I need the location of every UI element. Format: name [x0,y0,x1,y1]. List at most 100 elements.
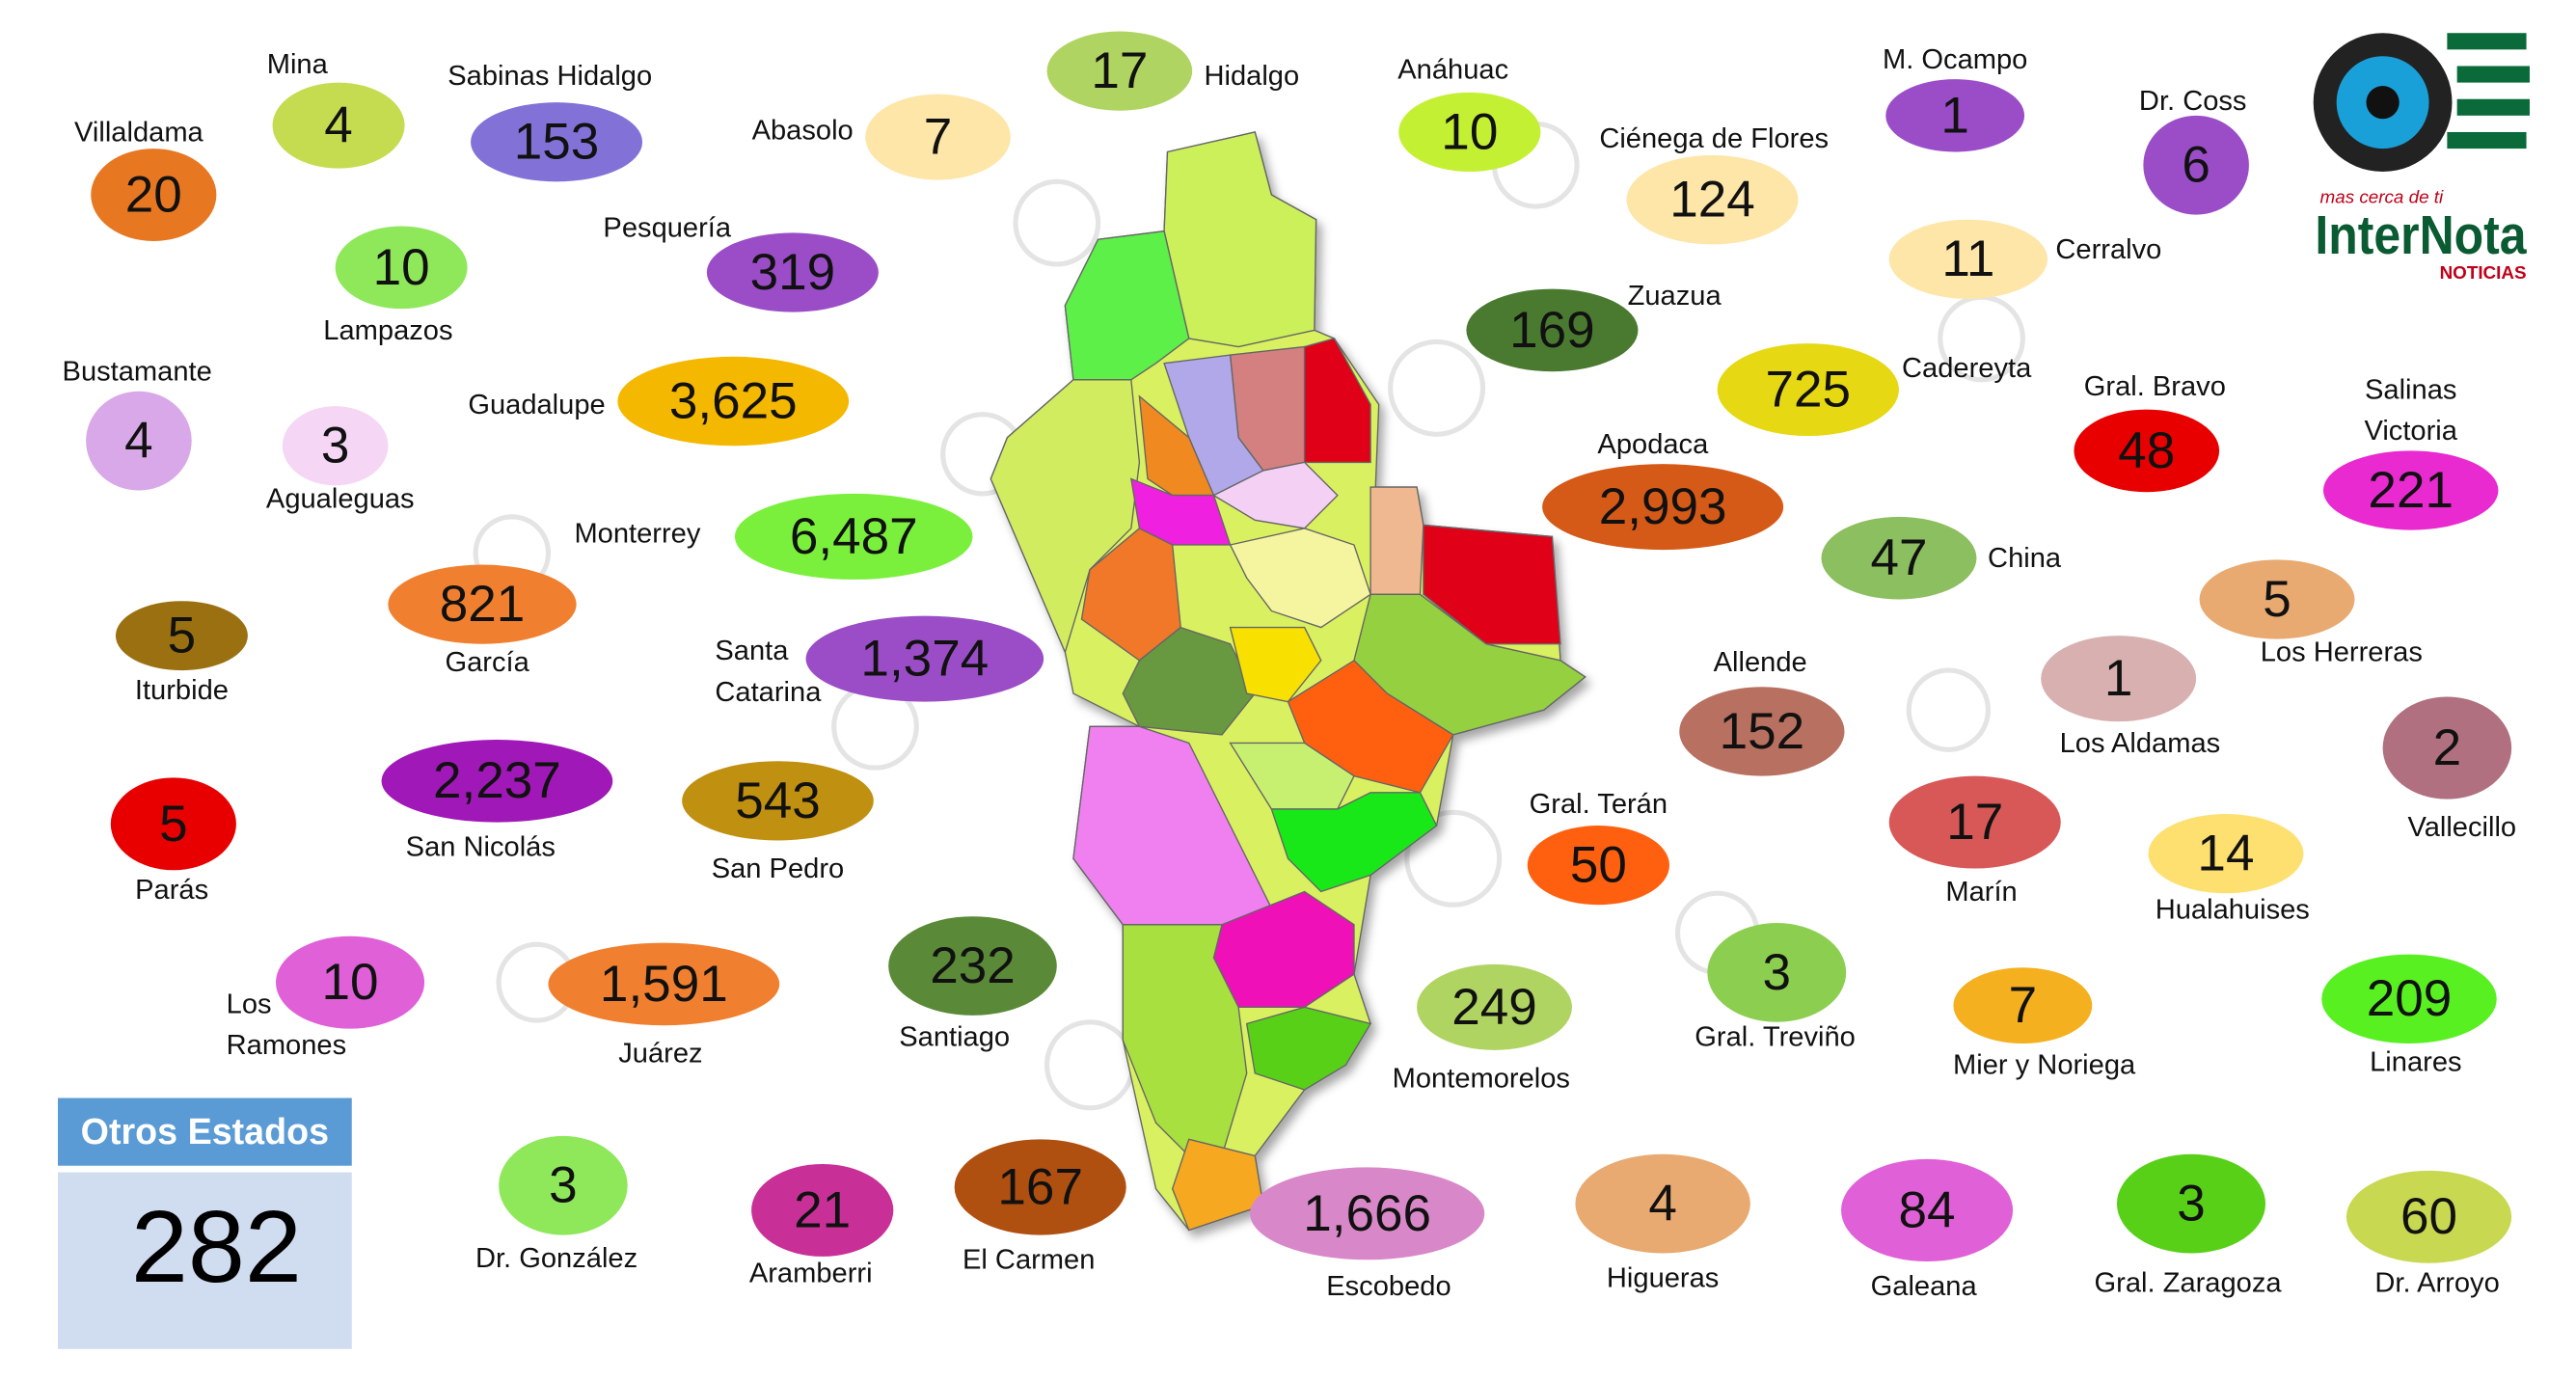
logo-stripe [2447,33,2527,50]
case-count: 2,993 [1599,478,1727,535]
municipality: 1,591 Juárez [548,942,780,1070]
municipality: 169 Zuazua [1466,281,1722,372]
bubble [2322,450,2499,530]
municipality-name: Victoria [2364,416,2457,447]
municipality: 4 Bustamante [63,357,212,491]
bubble [1398,92,1541,173]
case-count: 1,666 [1303,1185,1431,1242]
bubble [2346,1170,2512,1263]
bubble [1841,1158,2014,1262]
municipality: 5 Los Herreras [2199,559,2423,668]
municipality: 3 Dr. González [475,1135,637,1274]
case-count: 2 [2433,719,2462,776]
municipality-name: Montemorelos [1393,1063,1570,1094]
municipality: 50 Gral. Terán [1527,789,1669,906]
bubble [110,777,236,871]
municipality-name: Gral. Bravo [2084,371,2226,402]
municipality-name: Catarina [715,677,822,708]
municipality: 2,993 Apodaca [1542,429,1784,551]
municipality-name: Gral. Terán [1530,789,1668,820]
case-count: 3,625 [669,372,798,429]
municipality-name: Abasolo [752,116,854,147]
municipality-name: Vallecillo [2407,812,2516,843]
bubble [2148,814,2304,894]
case-count: 1,374 [860,631,989,688]
case-count: 5 [2263,571,2291,628]
bubble [1953,967,2093,1044]
municipality-name: Bustamante [63,357,212,388]
case-count: 21 [794,1181,851,1238]
case-count: 3 [2177,1176,2206,1233]
logo: mas cerca de ti InterNota NOTICIAS [2313,33,2530,283]
municipality: 5 Parás [110,777,236,906]
case-count: 209 [2367,970,2453,1027]
municipality: 6 Dr. Coss [2139,86,2249,215]
bubble [548,942,780,1026]
municipality-name: El Carmen [963,1245,1095,1276]
municipality-name: Dr. González [475,1243,637,1274]
bubble [471,102,643,182]
municipality-name: China [1988,543,2062,574]
logo-tagline: mas cerca de ti [2320,186,2444,206]
bubble [272,82,405,169]
municipality: 1 Los Aldamas [2041,636,2220,759]
case-count: 5 [159,796,188,853]
case-count: 11 [1941,230,1994,287]
municipality: 2,237 San Nicolás [381,740,613,863]
case-count: 124 [1669,172,1755,229]
municipality-name: Santiago [899,1022,1010,1053]
municipality: 20 Villaldama [74,117,217,241]
municipality-name: Sabinas Hidalgo [447,61,652,92]
bubble [86,391,192,491]
bubble [682,761,874,841]
municipality-name: Mina [267,49,329,80]
municipality-name: Mier y Noriega [1953,1050,2136,1081]
bubble [865,94,1011,180]
municipality: 319 Pesquería [603,213,879,312]
municipality-name: Iturbide [135,675,229,706]
bubble [1717,343,1899,436]
case-count: 3 [321,418,350,474]
bubble [1466,288,1639,372]
bubble [499,1135,628,1235]
case-count: 1,591 [600,956,728,1013]
municipality: 47 China [1821,516,2062,600]
municipality: 60 Dr. Arroyo [2346,1170,2512,1299]
municipality-name: Los Aldamas [2060,728,2221,759]
case-count: 319 [750,244,836,301]
case-count: 167 [997,1158,1083,1215]
municipality-name: San Pedro [712,854,845,884]
municipality: 1 M. Ocampo [1883,44,2027,152]
municipality: 21 Aramberri [749,1164,894,1288]
municipality: 249 Montemorelos [1393,963,1572,1094]
bubble [1888,219,2048,299]
municipality: 10 Los Ramones [227,935,425,1061]
municipality: 4 Higueras [1575,1153,1750,1294]
municipality: 7 Mier y Noriega [1953,967,2136,1081]
case-count: 10 [373,239,430,296]
municipality: 4 Mina [267,49,405,169]
case-count: 543 [735,772,821,829]
case-count: 10 [322,954,379,1011]
bubble [381,740,613,823]
municipality-name: Parás [135,875,208,906]
municipality: 2 Vallecillo [2382,696,2516,843]
municipality: 14 Hualahuises [2148,814,2310,926]
case-count: 169 [1509,302,1595,359]
bubble [1250,1167,1485,1260]
municipality-name: Ciénega de Flores [1599,123,1829,154]
municipality-name: Lampazos [323,315,452,346]
bubble [1888,775,2061,869]
case-count: 20 [125,166,182,223]
municipality: 209 Linares [2321,954,2497,1077]
logo-pupil [2366,86,2400,120]
municipality-name: Agualeguas [266,483,415,514]
municipality-name: Zuazua [1628,281,1722,312]
case-count: 48 [2118,422,2175,479]
bubble [2382,696,2512,799]
municipality: 48 Gral. Bravo [2074,371,2226,493]
municipality-name: Dr. Coss [2139,86,2247,117]
case-count: 6,487 [790,508,918,565]
bubble [2321,954,2497,1044]
